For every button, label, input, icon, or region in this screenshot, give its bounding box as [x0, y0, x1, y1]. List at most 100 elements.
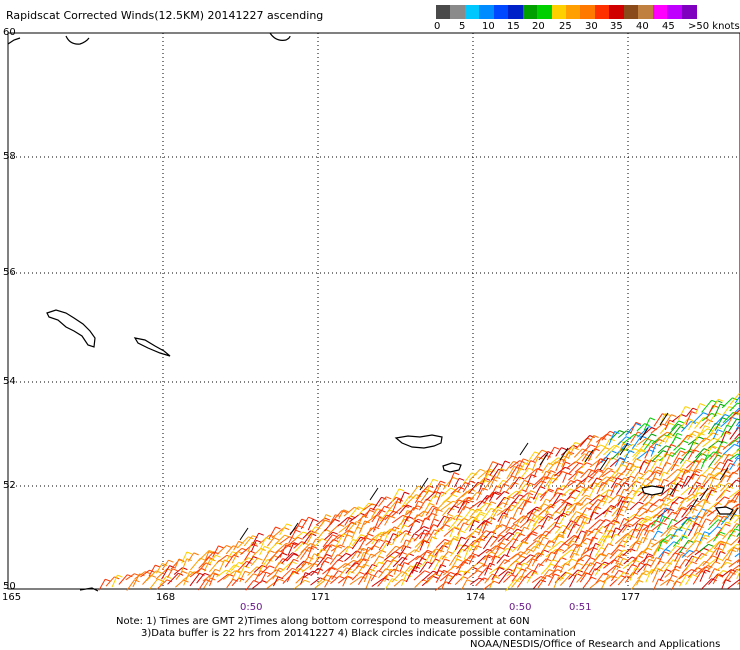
wind-barb — [618, 518, 625, 531]
wind-barb-flag — [256, 539, 262, 543]
wind-barb-flag — [632, 528, 638, 532]
wind-barb-flag — [526, 567, 532, 571]
wind-barb-flag — [114, 576, 120, 580]
wind-barb — [616, 500, 624, 516]
wind-barb — [580, 517, 588, 532]
wind-barb-flag — [330, 544, 337, 548]
wind-barb — [391, 551, 403, 562]
wind-barb — [531, 552, 540, 567]
wind-barb — [657, 551, 665, 565]
wind-barb — [310, 577, 321, 586]
wind-barb — [552, 548, 560, 561]
wind-barb-flag — [604, 447, 611, 450]
wind-barb — [378, 505, 385, 516]
wind-barb — [489, 555, 496, 568]
contamination-barb — [689, 497, 699, 511]
wind-barb-flag — [543, 536, 549, 540]
wind-barb-flag — [513, 481, 519, 485]
wind-barb — [617, 436, 627, 446]
wind-barb-flag — [204, 572, 210, 576]
wind-barb — [546, 477, 553, 493]
wind-barb — [209, 573, 215, 587]
wind-barb — [583, 470, 592, 484]
wind-barb-flag — [658, 578, 664, 582]
wind-barb — [700, 454, 708, 470]
wind-barb — [496, 548, 508, 559]
wind-barb — [299, 547, 310, 560]
wind-barb — [643, 427, 653, 436]
wind-barb — [399, 491, 405, 504]
wind-barb — [610, 527, 617, 539]
wind-barb-flag — [433, 518, 439, 522]
wind-barb-flag — [385, 540, 391, 544]
wind-barb-flag — [712, 555, 718, 559]
wind-barb-flag — [725, 470, 731, 474]
colorbar-label: 20 — [532, 21, 545, 32]
wind-barb — [496, 538, 505, 550]
wind-barb — [712, 461, 721, 471]
wind-barb-flag — [717, 526, 723, 530]
wind-barb — [559, 510, 568, 525]
wind-barb-flag — [669, 422, 675, 426]
wind-barb — [377, 542, 388, 557]
wind-barb — [310, 568, 319, 577]
wind-barb-flag — [258, 532, 264, 536]
wind-barb-flag — [586, 529, 592, 533]
wind-barb — [541, 462, 550, 474]
wind-barb — [714, 414, 726, 426]
wind-barb — [425, 529, 435, 544]
wind-barb — [274, 534, 285, 545]
wind-barb-flag — [509, 496, 515, 500]
wind-barb-flag — [547, 489, 553, 493]
wind-barb — [475, 511, 481, 522]
wind-barb-flag — [659, 439, 665, 442]
wind-barb — [464, 516, 473, 525]
wind-barb — [469, 545, 477, 560]
wind-barb — [721, 542, 727, 553]
wind-barb-flag — [670, 444, 676, 447]
wind-barb-flag — [370, 553, 376, 557]
wind-barb — [433, 555, 443, 571]
wind-barb — [399, 562, 405, 573]
wind-barb-flag — [208, 551, 214, 555]
wind-barb-flag — [655, 454, 662, 458]
wind-barb — [453, 478, 460, 488]
wind-barb — [231, 551, 239, 564]
wind-barb-flag — [720, 531, 726, 535]
wind-barb — [216, 545, 227, 555]
wind-barb — [351, 526, 358, 540]
wind-barb — [730, 448, 740, 457]
wind-barb — [552, 557, 562, 569]
wind-barb — [512, 563, 518, 576]
wind-barb-flag — [336, 545, 343, 549]
wind-barb — [630, 431, 639, 443]
wind-barb — [385, 497, 397, 509]
wind-barb — [575, 513, 583, 523]
wind-barb — [526, 506, 537, 515]
wind-barb — [532, 480, 542, 490]
wind-barb — [679, 459, 687, 470]
wind-barb — [421, 570, 434, 582]
wind-barb — [538, 536, 544, 547]
wind-barb — [526, 558, 533, 569]
wind-barb — [411, 514, 418, 526]
wind-barb — [469, 508, 478, 518]
wind-barb — [722, 529, 732, 540]
wind-barb — [695, 448, 705, 459]
wind-barb-flag — [139, 573, 145, 577]
wind-barb-flag — [734, 443, 740, 447]
wind-barb — [593, 437, 602, 452]
wind-barb-flag — [432, 513, 438, 516]
wind-barb — [495, 491, 505, 500]
wind-barb-flag — [558, 533, 565, 537]
wind-barb — [468, 481, 479, 495]
wind-barb — [286, 553, 294, 562]
wind-barb-flag — [644, 443, 650, 447]
wind-barb — [524, 468, 538, 480]
wind-barb — [579, 572, 588, 583]
wind-barb — [420, 549, 428, 561]
wind-barb — [637, 518, 648, 530]
wind-barb — [691, 504, 698, 514]
wind-barb — [506, 546, 512, 557]
wind-barb-flag — [432, 505, 438, 509]
